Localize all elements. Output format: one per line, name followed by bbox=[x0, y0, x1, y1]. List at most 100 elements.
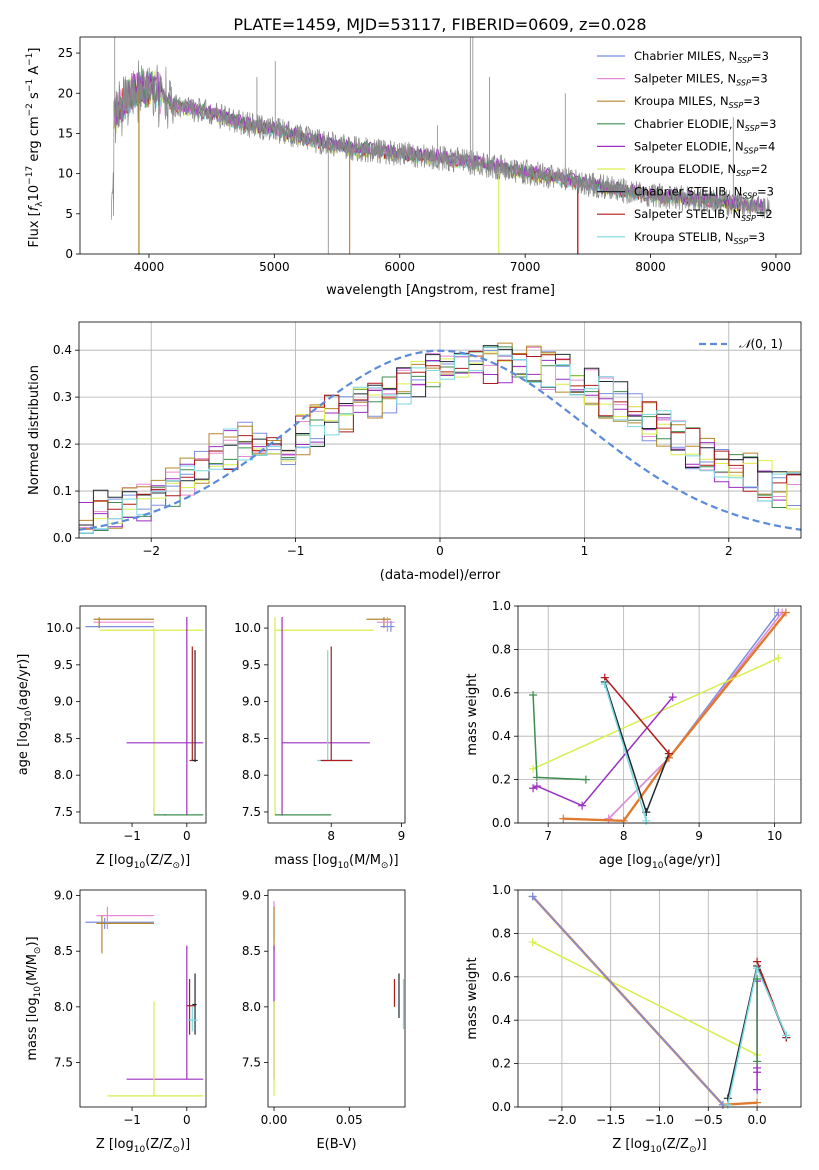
axes-age_vs_Z: −1 0 7.5 8.0 8.5 9.0 9.5 10.0 bbox=[46, 621, 190, 843]
y-tick-label: 20 bbox=[58, 86, 73, 100]
y-tick-label: 0.2 bbox=[492, 773, 511, 787]
x-tick-label: 6000 bbox=[384, 260, 415, 274]
y-tick-label: 8.5 bbox=[242, 731, 261, 745]
x-tick-label: 10 bbox=[767, 829, 782, 843]
mass-weight-marker bbox=[528, 938, 537, 947]
residuals-xlabel: (data-model)/error bbox=[380, 568, 501, 583]
x-tick-label: 7 bbox=[544, 829, 552, 843]
y-tick-label: 8.5 bbox=[54, 731, 73, 745]
age-vs-mass-xlabel: mass [log10(M/M⊙)] bbox=[274, 853, 398, 871]
y-tick-label: 10 bbox=[58, 167, 73, 181]
mass-weight-line bbox=[531, 895, 758, 1107]
mass_vs_ebv-frame bbox=[267, 889, 406, 1108]
weight_vs_age-frame bbox=[517, 605, 802, 824]
mass-weight-marker bbox=[529, 784, 538, 793]
mass-weight-line bbox=[532, 941, 758, 1056]
y-tick-label: 9.0 bbox=[242, 889, 261, 903]
x-tick-label: −1 bbox=[123, 1113, 141, 1127]
y-tick-label: 0.1 bbox=[53, 484, 72, 498]
mass-weight-marker bbox=[581, 775, 590, 784]
mass-weight-marker bbox=[753, 1085, 762, 1094]
y-tick-label: 0.4 bbox=[492, 729, 511, 743]
x-tick-label: 4000 bbox=[134, 260, 165, 274]
residual-histogram-step bbox=[79, 347, 801, 534]
x-tick-label: 0.00 bbox=[261, 1113, 288, 1127]
observed-spectrum-line bbox=[110, 60, 771, 220]
y-tick-label: 0.3 bbox=[53, 390, 72, 404]
x-tick-label: −1 bbox=[287, 544, 305, 558]
mass-weight-line bbox=[608, 612, 779, 820]
mass-weight-marker bbox=[753, 974, 762, 983]
residuals-ylabel: Normed distribution bbox=[27, 365, 42, 495]
y-tick-label: 0.2 bbox=[53, 437, 72, 451]
y-tick-label: 0.8 bbox=[492, 926, 511, 940]
legend-entry: Salpeter STELIB, NSSP=2 bbox=[634, 207, 773, 223]
axes-residuals: −2 −1 0 1 2 0.0 0.1 0.2 0.3 0.4 bbox=[53, 322, 801, 558]
y-tick-label: 9.5 bbox=[54, 658, 73, 672]
weight_vs_Z-frame bbox=[517, 889, 802, 1108]
x-tick-label: 0 bbox=[183, 1113, 191, 1127]
y-tick-label: 7.5 bbox=[242, 1055, 261, 1069]
legend-entry: Chabrier ELODIE, NSSP=3 bbox=[634, 117, 776, 133]
normal-reference-curve bbox=[79, 349, 801, 531]
axes-spectrum: 4000 5000 6000 7000 8000 9000 0 5 10 15 20 25 bbox=[58, 46, 791, 274]
y-tick-label: 8.0 bbox=[54, 1000, 73, 1014]
x-tick-label: −1.5 bbox=[596, 1113, 625, 1127]
x-tick-label: 9 bbox=[695, 829, 703, 843]
x-tick-label: 0.05 bbox=[336, 1113, 363, 1127]
mass-weight-marker bbox=[668, 693, 677, 702]
figure-title: PLATE=1459, MJD=53117, FIBERID=0609, z=0… bbox=[233, 15, 646, 34]
mass-weight-marker bbox=[774, 654, 783, 663]
y-tick-label: 25 bbox=[58, 46, 73, 60]
mass-weight-marker bbox=[781, 608, 790, 617]
axes-mass_vs_Z: −1 0 7.5 8.0 8.5 9.0 bbox=[54, 889, 191, 1127]
residual-histogram-step bbox=[79, 350, 801, 530]
mass-weight-marker bbox=[782, 1031, 791, 1040]
residual-histogram-step bbox=[79, 345, 801, 526]
x-tick-label: 0 bbox=[436, 544, 444, 558]
age-vs-Z-xlabel: Z [log10(Z/Z⊙)] bbox=[96, 853, 190, 871]
y-tick-label: 0.6 bbox=[492, 686, 511, 700]
y-tick-label: 9.0 bbox=[54, 695, 73, 709]
y-tick-label: 0.4 bbox=[492, 1013, 511, 1027]
spectrum-ylabel: Flux [fλ10−17 erg cm−2 s−1 A−1] bbox=[25, 48, 45, 248]
legend-entry: 𝒩(0, 1) bbox=[739, 337, 783, 351]
age-vs-Z-ylabel: age [log10(age/yr)] bbox=[16, 654, 34, 776]
x-tick-label: 8 bbox=[327, 829, 335, 843]
mass-vs-Z-xlabel: Z [log10(Z/Z⊙)] bbox=[96, 1137, 190, 1155]
mass-weight-line bbox=[532, 694, 586, 781]
y-tick-label: 0.0 bbox=[53, 531, 72, 545]
axes-weight_vs_Z: −2.0 −1.5 −1.0 −0.5 0.0 0.0 0.2 0.4 0.6 0.8 1.0 bbox=[492, 883, 801, 1127]
y-tick-label: 8.0 bbox=[242, 1000, 261, 1014]
y-tick-label: 1.0 bbox=[492, 599, 511, 613]
y-tick-label: 5 bbox=[65, 207, 73, 221]
axes-weight_vs_age: 7 8 9 10 0.0 0.2 0.4 0.6 0.8 1.0 bbox=[492, 599, 801, 843]
mass-weight-line bbox=[532, 657, 779, 770]
mass-weight-marker bbox=[532, 773, 541, 782]
mass-weight-marker bbox=[619, 816, 628, 825]
x-tick-label: −0.5 bbox=[694, 1113, 723, 1127]
y-tick-label: 8.0 bbox=[54, 768, 73, 782]
mass-weight-marker bbox=[664, 749, 673, 758]
age_vs_Z-frame bbox=[79, 605, 207, 824]
y-tick-label: 0.2 bbox=[492, 1057, 511, 1071]
y-tick-label: 7.5 bbox=[242, 805, 261, 819]
y-tick-label: 10.0 bbox=[234, 621, 261, 635]
residuals-frame bbox=[78, 321, 802, 539]
y-tick-label: 8.5 bbox=[242, 944, 261, 958]
x-tick-label: 8 bbox=[620, 829, 628, 843]
x-tick-label: 2 bbox=[725, 544, 733, 558]
y-tick-label: 0.4 bbox=[53, 343, 72, 357]
spectrum-xlabel: wavelength [Angstrom, rest frame] bbox=[326, 283, 555, 298]
axes-age_vs_mass: 8 9 7.5 8.0 8.5 9.0 9.5 10.0 bbox=[234, 621, 405, 843]
mass-weight-line bbox=[604, 677, 670, 755]
y-tick-label: 1.0 bbox=[492, 883, 511, 897]
y-tick-label: 15 bbox=[58, 126, 73, 140]
mass-weight-line bbox=[604, 683, 648, 822]
legend-entry: Salpeter MILES, NSSP=3 bbox=[634, 72, 768, 88]
mass-weight-marker bbox=[753, 1098, 762, 1107]
x-tick-label: −2 bbox=[142, 544, 160, 558]
mass-weight-line bbox=[532, 895, 724, 1106]
mass-weight-line bbox=[532, 696, 674, 807]
spectrum-legend: Chabrier MILES, NSSP=3 Salpeter MILES, NS… bbox=[597, 49, 776, 246]
